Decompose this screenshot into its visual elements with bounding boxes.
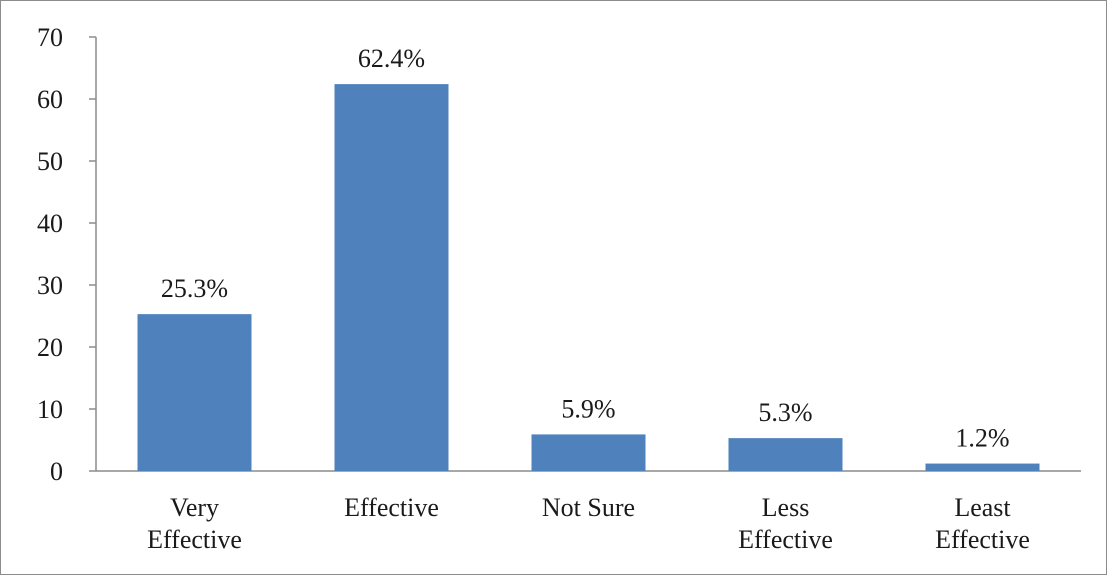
y-tick-label: 60: [37, 85, 63, 114]
data-labels: 25.3% 62.4% 5.9% 5.3% 1.2%: [161, 44, 1010, 452]
x-tick-label-line: Effective: [935, 525, 1030, 554]
bar-series: [137, 84, 1040, 472]
bar: [728, 438, 843, 471]
x-tick-label: Least Effective: [935, 493, 1030, 554]
bar: [531, 434, 646, 471]
y-tick-label: 0: [50, 457, 63, 486]
y-tick-label: 70: [37, 23, 63, 52]
x-tick-label-line: Effective: [344, 493, 439, 522]
x-tick-label-line: Less: [762, 493, 810, 522]
y-tick-label: 40: [37, 209, 63, 238]
x-tick-label-line: Very: [170, 493, 219, 522]
y-tick-label: 30: [37, 271, 63, 300]
y-axis-ticks: 0 10 20 30 40 50 60 70: [37, 23, 96, 486]
data-label: 5.9%: [561, 394, 615, 423]
x-tick-label: Less Effective: [738, 493, 833, 554]
x-tick-label-line: Least: [954, 493, 1011, 522]
y-tick-label: 20: [37, 333, 63, 362]
bar: [137, 314, 252, 471]
data-label: 62.4%: [358, 44, 425, 73]
bar: [925, 463, 1040, 471]
x-tick-label: Not Sure: [542, 493, 635, 522]
category-labels: Very Effective Effective Not Sure Less Effect…: [147, 493, 1030, 554]
x-tick-label-line: Not Sure: [542, 493, 635, 522]
x-tick-label-line: Effective: [738, 525, 833, 554]
x-tick-label-line: Effective: [147, 525, 242, 554]
bar: [334, 84, 449, 472]
data-label: 25.3%: [161, 274, 228, 303]
data-label: 5.3%: [758, 398, 812, 427]
x-tick-label: Effective: [344, 493, 439, 522]
data-label: 1.2%: [955, 424, 1009, 453]
y-tick-label: 50: [37, 147, 63, 176]
y-tick-label: 10: [37, 395, 63, 424]
x-tick-label: Very Effective: [147, 493, 242, 554]
